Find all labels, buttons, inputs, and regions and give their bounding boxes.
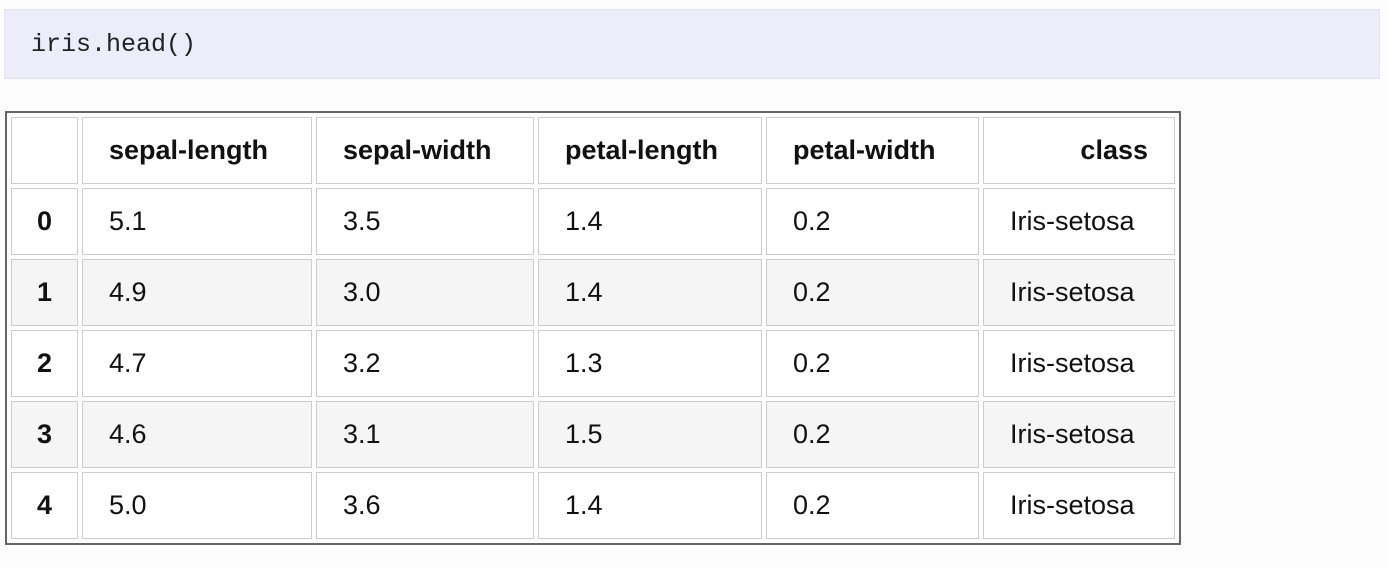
- table-cell: 3.2: [316, 330, 534, 397]
- table-row: 2 4.7 3.2 1.3 0.2 Iris-setosa: [11, 330, 1175, 397]
- table-row: 1 4.9 3.0 1.4 0.2 Iris-setosa: [11, 259, 1175, 326]
- dataframe-table: sepal-length sepal-width petal-length petal…: [5, 111, 1181, 545]
- table-cell: Iris-setosa: [983, 401, 1175, 468]
- table-cell: 1.3: [538, 330, 762, 397]
- row-index: 3: [11, 401, 78, 468]
- table-cell: 3.0: [316, 259, 534, 326]
- table-cell: Iris-setosa: [983, 188, 1175, 255]
- table-row: 0 5.1 3.5 1.4 0.2 Iris-setosa: [11, 188, 1175, 255]
- table-cell: 4.7: [82, 330, 312, 397]
- table-cell: Iris-setosa: [983, 472, 1175, 539]
- table-cell: 3.1: [316, 401, 534, 468]
- table-cell: 0.2: [766, 472, 979, 539]
- column-header-petal-width: petal-width: [766, 117, 979, 184]
- table-cell: 5.1: [82, 188, 312, 255]
- row-index: 0: [11, 188, 78, 255]
- table-cell: 0.2: [766, 188, 979, 255]
- row-index: 4: [11, 472, 78, 539]
- table-cell: 0.2: [766, 401, 979, 468]
- code-cell-input[interactable]: iris.head(): [4, 9, 1380, 79]
- column-header-sepal-width: sepal-width: [316, 117, 534, 184]
- column-header-class: class: [983, 117, 1175, 184]
- table-cell: 4.9: [82, 259, 312, 326]
- table-cell: 1.4: [538, 188, 762, 255]
- table-cell: 1.4: [538, 472, 762, 539]
- table-cell: 4.6: [82, 401, 312, 468]
- index-header: [11, 117, 78, 184]
- table-cell: 0.2: [766, 330, 979, 397]
- row-index: 2: [11, 330, 78, 397]
- column-header-petal-length: petal-length: [538, 117, 762, 184]
- table-cell: 3.5: [316, 188, 534, 255]
- table-header-row: sepal-length sepal-width petal-length petal…: [11, 117, 1175, 184]
- row-index: 1: [11, 259, 78, 326]
- table-row: 3 4.6 3.1 1.5 0.2 Iris-setosa: [11, 401, 1175, 468]
- table-cell: Iris-setosa: [983, 259, 1175, 326]
- table-cell: Iris-setosa: [983, 330, 1175, 397]
- table-row: 4 5.0 3.6 1.4 0.2 Iris-setosa: [11, 472, 1175, 539]
- table-cell: 5.0: [82, 472, 312, 539]
- table-cell: 0.2: [766, 259, 979, 326]
- table-cell: 3.6: [316, 472, 534, 539]
- column-header-sepal-length: sepal-length: [82, 117, 312, 184]
- table-cell: 1.5: [538, 401, 762, 468]
- table-cell: 1.4: [538, 259, 762, 326]
